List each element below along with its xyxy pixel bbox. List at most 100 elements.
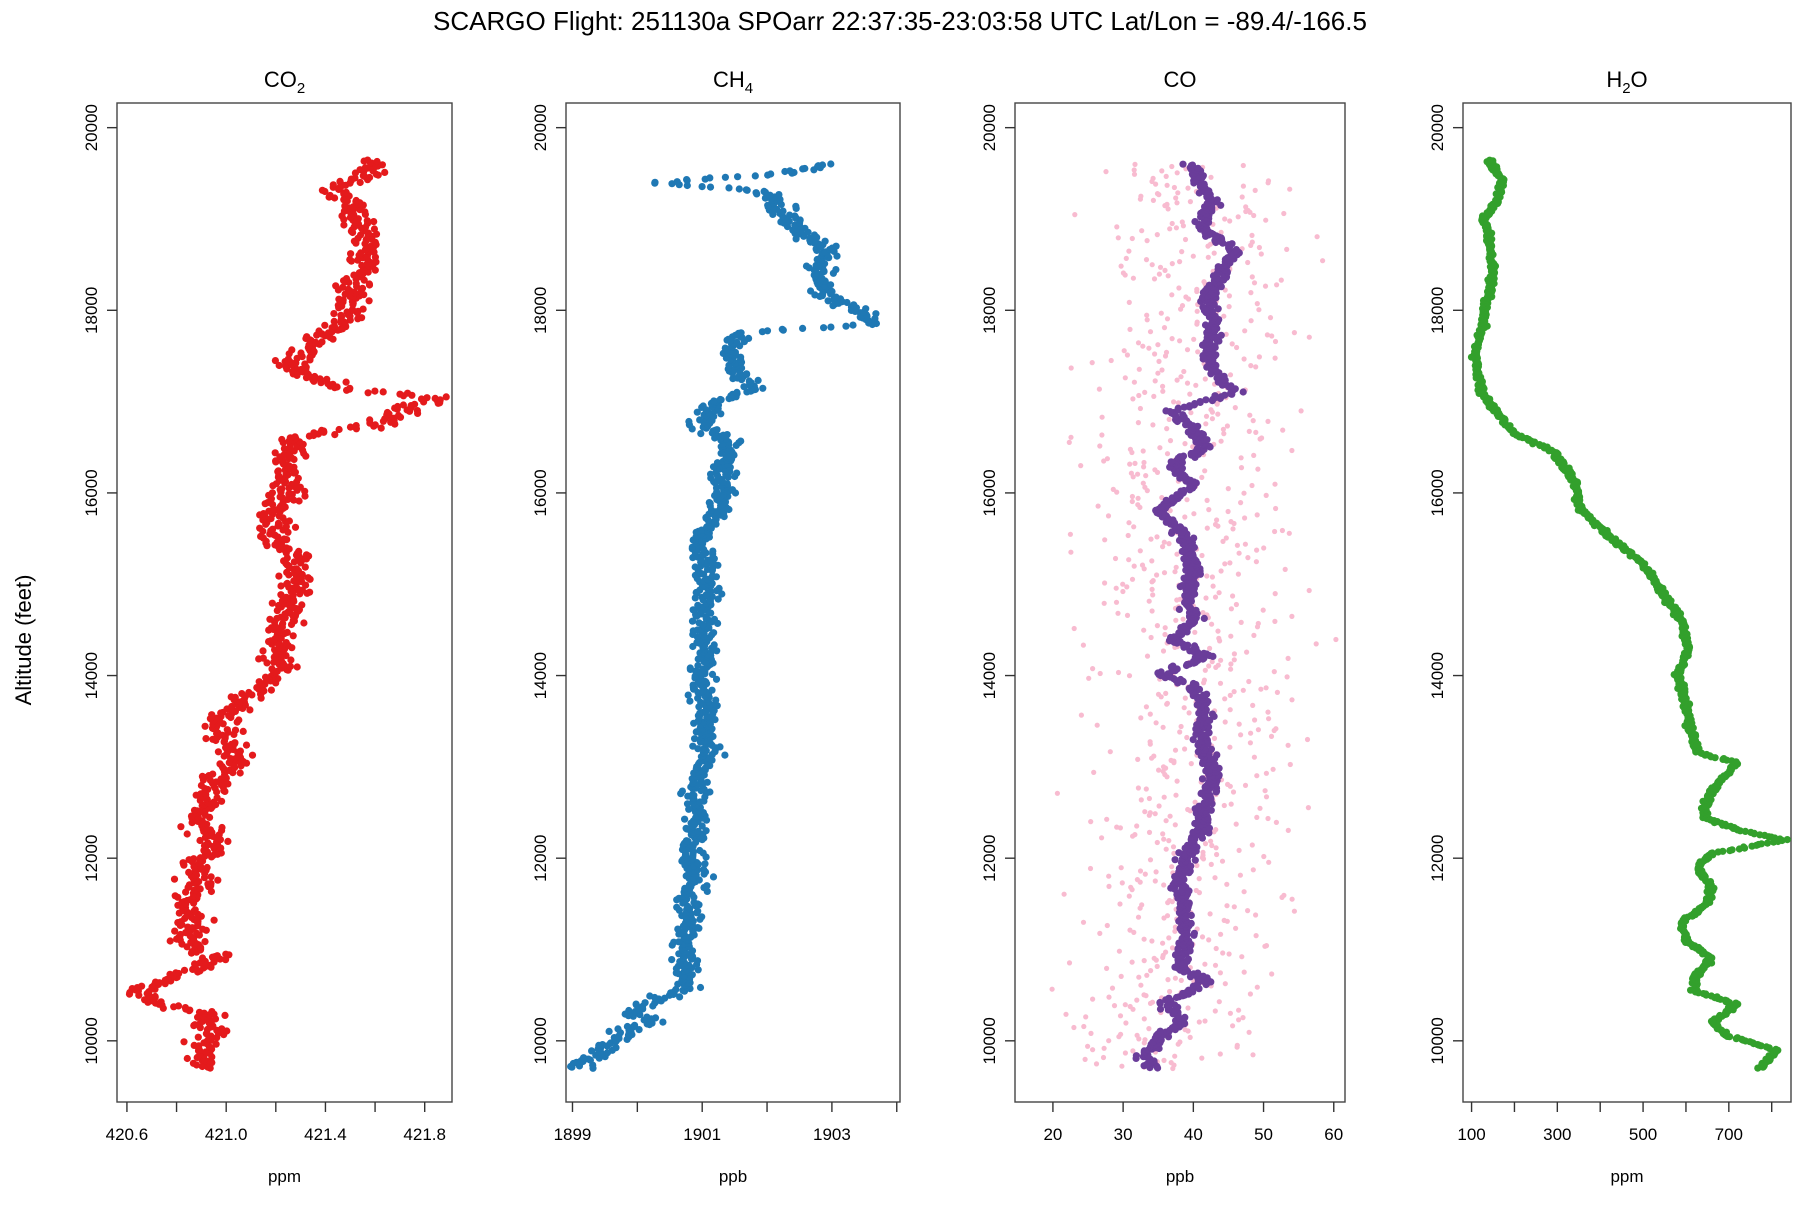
co-data-point xyxy=(1130,396,1135,401)
co-data-point xyxy=(1243,204,1248,209)
co-data-point xyxy=(1141,464,1146,469)
co2-data-point xyxy=(319,187,326,194)
ch4-data-point xyxy=(633,1001,640,1008)
co-data-point xyxy=(1114,224,1119,229)
co-data-point xyxy=(1174,200,1179,205)
co2-data-point xyxy=(207,880,214,887)
ch4-data-point xyxy=(820,324,827,331)
co-data-point xyxy=(1072,626,1077,631)
co-data-point xyxy=(1068,532,1073,537)
co2-data-point xyxy=(306,589,313,596)
co2-data-point xyxy=(347,250,354,257)
h2o-data-point xyxy=(1720,755,1727,762)
ch4-y-tick-label: 10000 xyxy=(531,1017,550,1064)
co-data-point xyxy=(1206,663,1211,668)
co-data-point xyxy=(1252,280,1257,285)
co2-data-point xyxy=(277,591,284,598)
h2o-x-tick-label: 500 xyxy=(1629,1125,1657,1144)
co-data-point xyxy=(1191,511,1196,516)
co-data-point xyxy=(1165,977,1170,982)
co-data-point xyxy=(1289,448,1294,453)
co2-data-point xyxy=(346,385,353,392)
co-data-point xyxy=(1219,439,1224,444)
ch4-data-point xyxy=(862,305,869,312)
co-data-point xyxy=(1119,865,1124,870)
co-data-point xyxy=(1250,240,1255,245)
co-data-point xyxy=(1190,680,1197,687)
co-data-point xyxy=(1202,678,1207,683)
co-data-point xyxy=(1218,681,1223,686)
co-data-point xyxy=(1132,162,1137,167)
co-data-point xyxy=(1175,378,1180,383)
co-data-point xyxy=(1136,496,1141,501)
co-data-point xyxy=(1123,1002,1128,1007)
co-data-point xyxy=(1118,1032,1123,1037)
co-data-point xyxy=(1194,287,1199,292)
co-data-point xyxy=(1140,344,1145,349)
co-data-point xyxy=(1162,540,1167,545)
co-data-point xyxy=(1250,703,1255,708)
co-data-point xyxy=(1116,235,1121,240)
co-data-point xyxy=(1236,214,1241,219)
co2-y-tick-label: 20000 xyxy=(82,104,101,151)
co-data-point xyxy=(1168,814,1173,819)
co-data-point xyxy=(1195,320,1200,325)
co2-data-point xyxy=(209,771,216,778)
co-panel-title: CO xyxy=(1164,67,1197,92)
co2-data-point xyxy=(404,390,411,397)
co-data-point xyxy=(1290,897,1295,902)
co-data-point xyxy=(1121,270,1126,275)
co-data-point xyxy=(1203,376,1208,381)
co-data-point xyxy=(1102,537,1107,542)
co-data-point xyxy=(1199,553,1204,558)
co-data-point xyxy=(1069,365,1074,370)
co-data-point xyxy=(1109,358,1114,363)
co-data-point xyxy=(1272,482,1277,487)
h2o-series-0 xyxy=(1468,157,1791,1072)
co2-data-point xyxy=(177,823,184,830)
ch4-data-point xyxy=(706,174,713,181)
co-data-point xyxy=(1160,389,1165,394)
co-data-point xyxy=(1185,381,1190,386)
ch4-data-point xyxy=(743,370,750,377)
co-data-point xyxy=(1256,307,1261,312)
co-data-point xyxy=(1155,371,1160,376)
co-data-point xyxy=(1247,1030,1252,1035)
co2-data-point xyxy=(224,838,231,845)
co2-data-point xyxy=(202,735,209,742)
co-data-point xyxy=(1256,727,1261,732)
co-data-point xyxy=(1135,757,1140,762)
co-data-point xyxy=(1096,504,1101,509)
co2-data-point xyxy=(191,1042,198,1049)
co-data-point xyxy=(1187,710,1192,715)
co-data-point xyxy=(1050,987,1055,992)
co-data-point xyxy=(1183,294,1188,299)
co-data-point xyxy=(1247,429,1252,434)
co-data-point xyxy=(1142,958,1147,963)
co-data-point xyxy=(1199,1056,1204,1061)
h2o-data-point xyxy=(1740,843,1747,850)
co-data-point xyxy=(1257,354,1262,359)
co2-data-point xyxy=(202,723,209,730)
co2-data-point xyxy=(228,693,235,700)
ch4-data-point xyxy=(699,183,706,190)
co-data-point xyxy=(1216,636,1221,641)
co-data-point xyxy=(1142,390,1147,395)
co-y-tick-label: 16000 xyxy=(980,469,999,516)
co2-x-tick-label: 421.8 xyxy=(403,1125,446,1144)
ch4-data-point xyxy=(745,335,752,342)
co2-data-point xyxy=(284,580,291,587)
co-data-point xyxy=(1203,595,1208,600)
co-data-point xyxy=(1213,595,1218,600)
co-data-point xyxy=(1266,178,1271,183)
co-data-point xyxy=(1176,606,1183,613)
co-data-point xyxy=(1241,491,1246,496)
co-data-point xyxy=(1188,1035,1193,1040)
co-data-point xyxy=(1171,399,1176,404)
co-data-point xyxy=(1199,775,1206,782)
co-data-point xyxy=(1217,999,1222,1004)
co-data-point xyxy=(1177,676,1184,683)
co2-data-point xyxy=(374,158,381,165)
